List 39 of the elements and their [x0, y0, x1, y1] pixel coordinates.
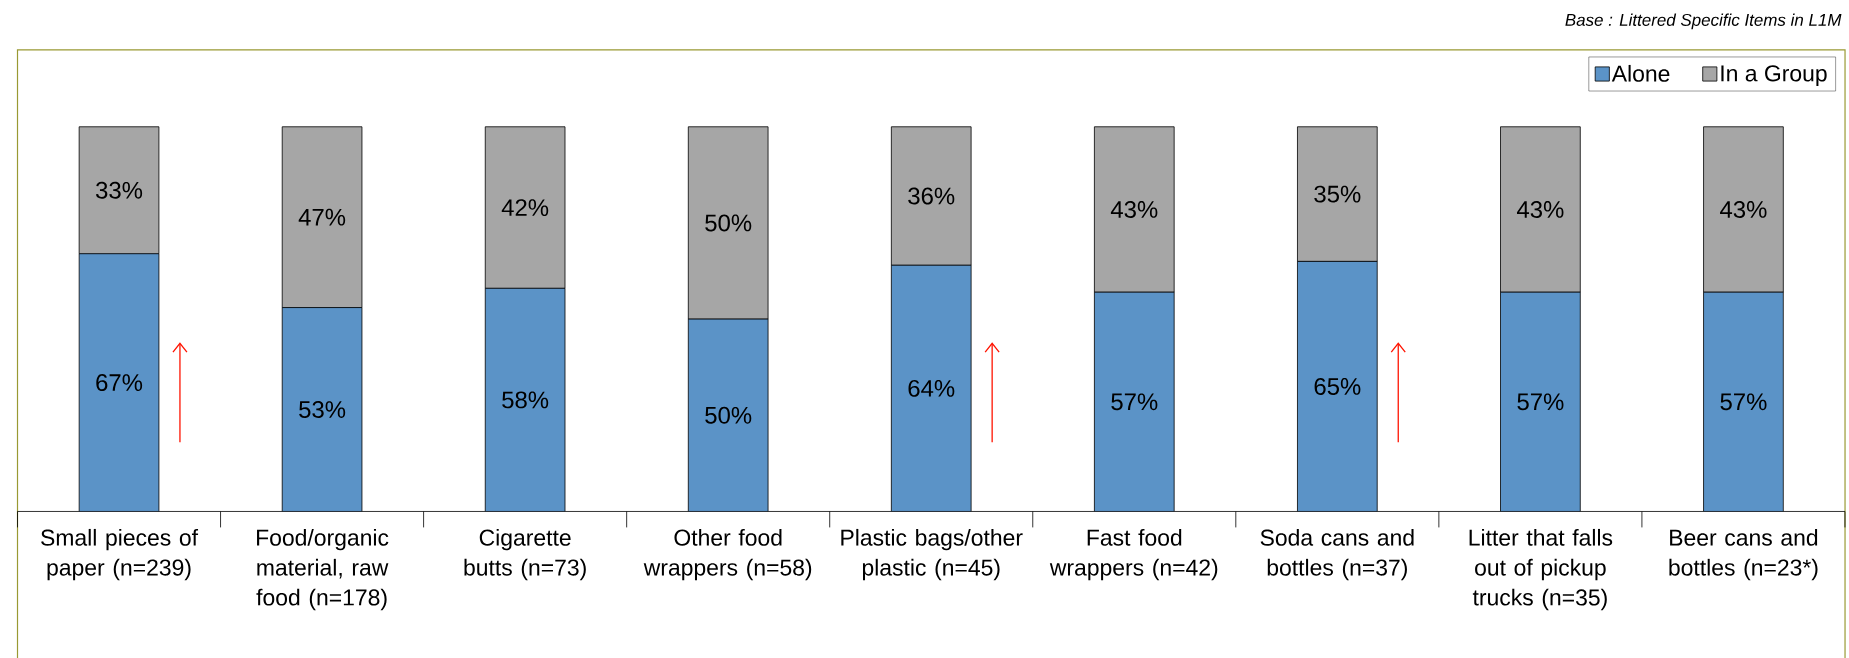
bar — [1297, 261, 1378, 512]
data-label: 67% — [96, 374, 143, 392]
data-label: 50% — [705, 214, 752, 232]
bar — [79, 253, 159, 512]
data-label: 58% — [502, 391, 549, 409]
x-tick-label: Cigarette butts (n=73) — [464, 528, 586, 581]
bar — [688, 319, 769, 512]
data-label: 57% — [1111, 393, 1158, 411]
data-label: 57% — [1720, 393, 1767, 411]
legend-label: Alone — [1611, 64, 1670, 82]
x-tick-label: Plastic bags/other plastic (n=45) — [841, 528, 1023, 581]
data-label: 53% — [299, 401, 346, 418]
data-label: 42% — [501, 199, 549, 216]
bar — [485, 288, 566, 512]
data-label: 43% — [1110, 201, 1158, 218]
text: Base : Littered Specific Items in L1M — [1565, 13, 1842, 30]
bar — [1500, 292, 1581, 512]
x-tick-label: Food/organic material, raw food (n=178) — [256, 528, 389, 611]
bar — [1703, 291, 1784, 512]
x-tick-label: Soda cans and bottles (n=37) — [1260, 528, 1414, 581]
data-label: 47% — [298, 208, 346, 226]
bar — [891, 265, 972, 512]
data-label: 50% — [705, 406, 752, 424]
data-label: 64% — [908, 379, 955, 397]
x-tick-label: Fast food wrappers (n=42) — [1049, 528, 1218, 581]
x-tick-label: Other food wrappers (n=58) — [643, 528, 812, 581]
data-label: 43% — [1720, 201, 1767, 218]
data-label: 57% — [1517, 393, 1564, 411]
legend-label: In a Group — [1721, 65, 1827, 87]
data-label: 33% — [95, 181, 143, 199]
x-tick-label: Litter that falls out of pickup trucks (n=35) — [1469, 528, 1613, 611]
bar — [1094, 292, 1175, 512]
bar — [282, 307, 362, 512]
x-tick-label: Small pieces of paper (n=239) — [41, 528, 199, 581]
data-label: 43% — [1516, 201, 1564, 218]
data-label: 36% — [908, 187, 955, 205]
data-label: 65% — [1314, 377, 1361, 395]
x-tick-label: Beer cans and bottles (n=23*) — [1669, 528, 1818, 581]
data-label: 35% — [1314, 185, 1361, 203]
